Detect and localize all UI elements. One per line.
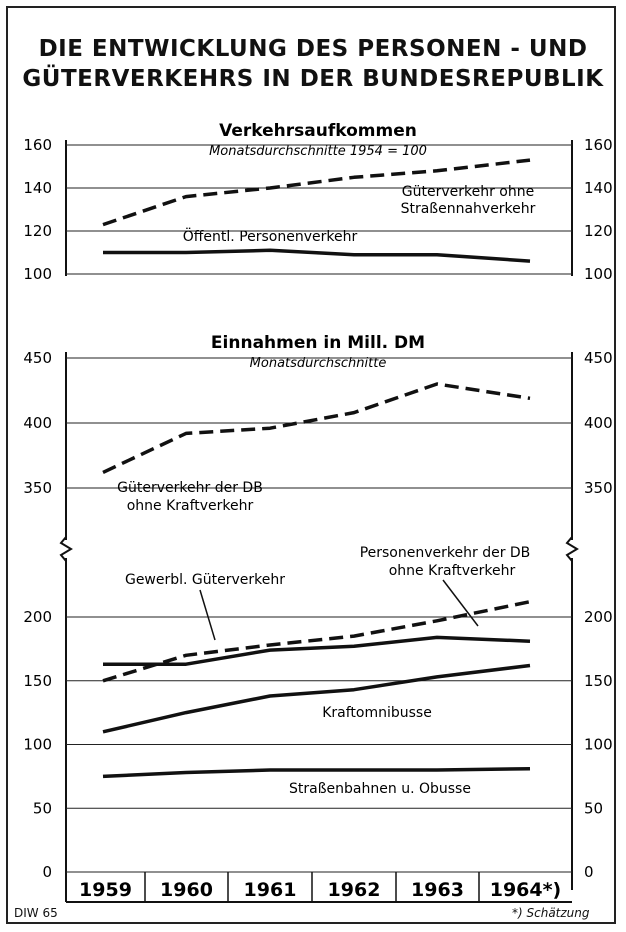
panel2-upper-tick-left: 350	[23, 479, 52, 497]
panel1-series-gueterverkehr	[102, 158, 531, 227]
panel2-lower-tick-left: 100	[23, 736, 52, 754]
axis-break-left-icon	[59, 536, 73, 562]
panel2-lower-tick-right: 0	[584, 863, 594, 881]
panel1-tick-left: 160	[23, 136, 52, 154]
label-strassenbahnen: Straßenbahnen u. Obusse	[289, 781, 471, 797]
panel2-upper-tick-right: 400	[584, 414, 613, 432]
axis-break-right-icon	[565, 536, 579, 562]
panel1-tick-right: 140	[584, 179, 613, 197]
chart-title-line-1: DIE ENTWICKLUNG DES PERSONEN - UND	[38, 36, 588, 62]
panel2-lower-tick-right: 50	[584, 799, 603, 817]
panel2-title: Einnahmen in Mill. DM	[211, 333, 425, 353]
x-tick-label: 1963	[411, 879, 464, 901]
leader-gewerbl	[199, 589, 216, 641]
panel2-series-strassenbahnen	[102, 766, 531, 779]
panel2-series-gewerbl	[103, 635, 531, 666]
footer-code: DIW 65	[14, 906, 58, 920]
panel2-series-gueter-db	[102, 382, 531, 474]
panel2-lower-tick-left: 150	[23, 672, 52, 690]
panel2-subtitle: Monatsdurchschnitte	[250, 356, 387, 371]
x-tick-label: 1962	[328, 879, 381, 901]
footnote: *) Schätzung	[512, 906, 590, 920]
panel1-tick-right: 120	[584, 222, 613, 240]
label-personen-db-1: Personenverkehr der DB	[360, 545, 531, 561]
panel2-series-kraftomnibusse	[102, 663, 531, 734]
panel2-lower-tick-left: 0	[42, 863, 52, 881]
panel1-tick-right: 100	[584, 265, 613, 283]
panel1-tick-left: 140	[23, 179, 52, 197]
x-tick-label: 1961	[244, 879, 297, 901]
label-personen-db-2: ohne Kraftverkehr	[389, 563, 516, 579]
label-gewerbl: Gewerbl. Güterverkehr	[125, 572, 285, 588]
panel1-title: Verkehrsaufkommen	[219, 121, 417, 141]
panel1-tick-left: 100	[23, 265, 52, 283]
panel2-lower-tick-right: 200	[584, 608, 613, 626]
x-tick-label: 1960	[160, 879, 213, 901]
label-kraftomnibusse: Kraftomnibusse	[322, 705, 432, 721]
x-tick-label: 1959	[79, 879, 132, 901]
panel2-series-personen-db	[102, 599, 531, 683]
chart-frame	[6, 6, 616, 924]
label-gueter-db-2: ohne Kraftverkehr	[127, 498, 254, 514]
panel2-lower-tick-right: 100	[584, 736, 613, 754]
panel2-upper-tick-right: 450	[584, 349, 613, 367]
panel1-label-gueter-2: Straßennahverkehr	[401, 201, 536, 217]
panel2-lower-tick-left: 200	[23, 608, 52, 626]
panel2-upper-tick-left: 400	[23, 414, 52, 432]
panel2-upper-tick-right: 350	[584, 479, 613, 497]
leader-personen-db	[442, 579, 479, 627]
x-tick-label: 1964*)	[490, 879, 562, 901]
panel1-series-personenverkehr	[103, 248, 531, 263]
chart-title-line-2: GÜTERVERKEHRS IN DER BUNDESREPUBLIK	[22, 66, 604, 92]
panel1-label-personen: Öffentl. Personenverkehr	[183, 227, 358, 245]
panel1-label-gueter-1: Güterverkehr ohne	[402, 184, 534, 200]
panel2-upper-tick-left: 450	[23, 349, 52, 367]
panel2-lower-tick-right: 150	[584, 672, 613, 690]
panel1-subtitle: Monatsdurchschnitte 1954 = 100	[209, 144, 427, 159]
panel1-tick-right: 160	[584, 136, 613, 154]
panel1-tick-left: 120	[23, 222, 52, 240]
label-gueter-db-1: Güterverkehr der DB	[117, 480, 263, 496]
panel2-lower-tick-left: 50	[33, 799, 52, 817]
